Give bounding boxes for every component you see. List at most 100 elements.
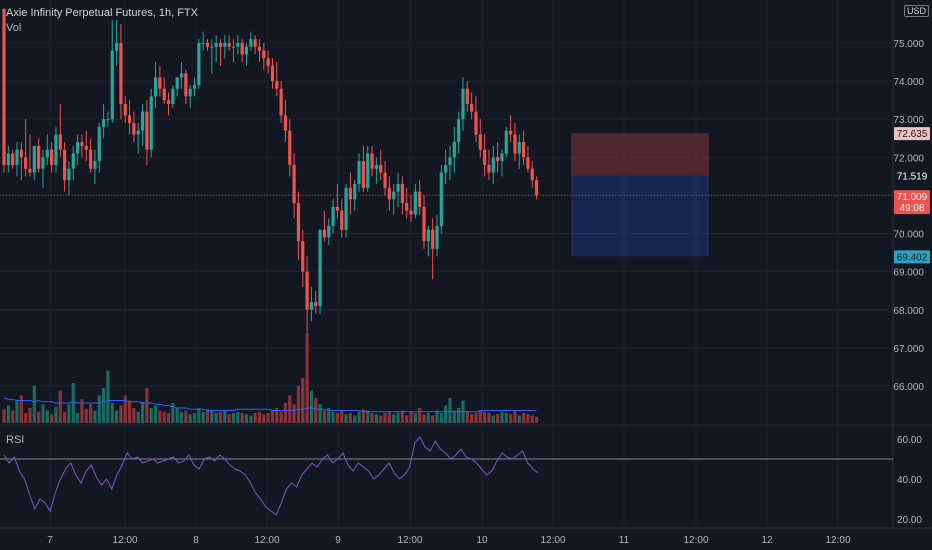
volume-bar [483,411,487,423]
volume-bar [309,390,314,423]
volume-bar [322,410,327,423]
candle-body [123,103,127,116]
volume-bar [106,370,110,423]
candle-body [452,142,456,158]
target-price-label-text: 72.635 [897,129,928,140]
rsi-legend[interactable]: RSI [6,434,25,446]
rsi-pane [0,436,893,516]
volume-bar [478,410,482,423]
volume-bar [197,408,201,423]
candle-body [50,149,54,165]
volume-bar [97,395,101,423]
volume-bar [54,406,58,423]
volume-bar [275,408,279,423]
time-tick-label: 10 [476,535,488,546]
volume-legend[interactable]: Vol [6,22,22,34]
volume-bar [431,415,435,423]
volume-bar [205,409,210,423]
price-tick-label: 73.000 [893,115,924,126]
volume-bar [405,415,409,423]
volume-bar [24,413,28,423]
volume-bar [509,414,513,423]
volume-bar [80,399,84,423]
candle-body [270,65,275,82]
price-tick-label: 69.000 [893,268,924,279]
volume-bar [426,413,430,423]
volume-bar [257,411,262,423]
volume-bar [127,400,132,423]
candle-body [292,164,296,204]
candle-body [188,88,192,97]
candle-body [145,111,149,150]
candle-body [166,100,171,104]
volume-bar [93,410,97,423]
candle-body [283,115,288,131]
candle-body [257,46,262,51]
candle-body [97,126,101,162]
candle-body [439,172,443,226]
volume-bar [223,410,227,423]
rsi-tick-label: 40.00 [897,475,922,486]
volume-bar [188,414,192,423]
candle-body [67,168,71,181]
volume-bar [439,413,443,423]
price-axis[interactable]: 75.00074.00073.00072.00071.00070.00069.0… [893,39,924,526]
candle-body [327,225,331,238]
volume-bar [158,410,162,423]
entry-price-label-text: 71.519 [897,172,928,183]
candle-body [101,119,106,127]
volume-bar [491,415,495,423]
volume-bar [513,410,517,423]
candle-body [361,161,365,188]
candle-body [162,88,166,101]
symbol-title[interactable]: Axie Infinity Perpetual Futures, 1h, FTX [6,7,198,19]
volume-bar [123,395,127,423]
time-tick-label: 12:00 [397,535,422,546]
candle-body [522,142,526,158]
candle-body [11,153,15,165]
volume-bar [149,408,153,423]
candle-body [63,149,67,181]
candle-body [305,271,309,310]
candle-body [344,187,348,230]
long-position-tool[interactable] [571,133,709,257]
candle-body [158,77,162,89]
time-tick-label: 11 [619,535,630,546]
volume-bar [474,413,478,423]
time-axis[interactable]: 7 12:00 8 12:00 9 12:00 10 12:00 11 12:00 12 12:00 [47,535,851,546]
volume-bar [266,413,270,423]
volume-bar [344,414,348,423]
volume-bar [526,414,530,423]
volume-bar [262,414,266,423]
volume-bar [162,411,166,423]
candle-body [41,157,45,169]
candle-body [275,81,279,89]
currency-badge[interactable]: USD [904,5,930,17]
volume-bar [301,378,305,423]
candle-body [483,149,487,165]
candle-body [366,153,370,188]
volume-bar [335,413,340,423]
candle-body [461,88,465,120]
volume-bar [2,409,6,423]
volume-bar [418,408,422,423]
candle-body [348,187,352,200]
candle-body [504,130,508,154]
volume-ma-path [3,397,537,413]
volume-bar [305,333,309,423]
candle-body [509,130,513,135]
candle-body [15,149,19,165]
candle-body [331,206,335,226]
volume-bar [327,408,331,423]
candle-body [106,119,110,121]
candle-body [279,88,283,116]
candle-body [426,229,430,242]
time-tick-label: 12:00 [254,535,279,546]
volume-bar [530,415,534,423]
volume-bar [452,410,456,423]
candle-body [444,164,448,173]
volume-bar [283,403,288,423]
volume-bar [119,405,123,423]
candle-body [28,168,32,173]
